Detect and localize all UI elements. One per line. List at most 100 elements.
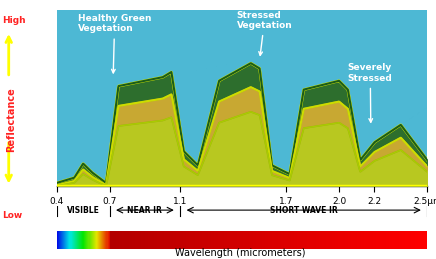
Text: Severely
Stressed: Severely Stressed <box>348 63 392 122</box>
Bar <box>145 231 148 249</box>
Bar <box>230 231 234 249</box>
Bar <box>61 231 62 249</box>
Bar <box>102 231 103 249</box>
Bar <box>364 231 367 249</box>
Bar <box>335 231 338 249</box>
Bar <box>123 231 126 249</box>
Bar <box>79 231 80 249</box>
Bar <box>103 231 104 249</box>
Bar <box>259 231 262 249</box>
Bar <box>100 231 101 249</box>
Bar <box>361 231 364 249</box>
Bar <box>291 231 294 249</box>
Bar <box>415 231 418 249</box>
Bar <box>284 231 287 249</box>
Bar <box>83 231 84 249</box>
Bar <box>85 231 86 249</box>
Bar <box>75 231 76 249</box>
Bar <box>243 231 246 249</box>
Bar <box>176 231 180 249</box>
Bar <box>57 231 58 249</box>
Bar <box>205 231 208 249</box>
Bar <box>358 231 361 249</box>
Bar <box>68 231 69 249</box>
Bar <box>92 231 93 249</box>
Bar <box>249 231 252 249</box>
Bar <box>386 231 389 249</box>
Bar <box>113 231 116 249</box>
Bar <box>287 231 291 249</box>
Bar <box>108 231 109 249</box>
Text: VISIBLE: VISIBLE <box>67 206 99 215</box>
Bar <box>183 231 186 249</box>
Bar <box>218 231 221 249</box>
Bar <box>307 231 310 249</box>
Bar <box>58 231 59 249</box>
Bar <box>240 231 243 249</box>
Bar <box>91 231 92 249</box>
Bar <box>141 231 145 249</box>
Bar <box>329 231 332 249</box>
Bar <box>237 231 240 249</box>
Bar <box>151 231 154 249</box>
Bar <box>97 231 98 249</box>
Bar <box>326 231 329 249</box>
Bar <box>160 231 164 249</box>
Bar <box>281 231 284 249</box>
Bar <box>313 231 316 249</box>
Bar <box>129 231 132 249</box>
Bar <box>300 231 303 249</box>
Bar <box>72 231 74 249</box>
Bar <box>376 231 380 249</box>
Bar <box>82 231 83 249</box>
Bar <box>224 231 227 249</box>
Bar <box>246 231 249 249</box>
Bar <box>294 231 297 249</box>
Bar <box>256 231 259 249</box>
Bar <box>265 231 269 249</box>
Text: Reflectance: Reflectance <box>6 87 16 152</box>
Bar <box>262 231 265 249</box>
Bar <box>81 231 82 249</box>
Bar <box>135 231 138 249</box>
Bar <box>367 231 370 249</box>
Bar <box>392 231 395 249</box>
Bar <box>215 231 218 249</box>
Bar <box>421 231 424 249</box>
Bar <box>77 231 78 249</box>
Bar <box>192 231 195 249</box>
Bar <box>310 231 313 249</box>
Bar <box>221 231 224 249</box>
Bar <box>84 231 85 249</box>
Bar <box>303 231 307 249</box>
Bar <box>60 231 61 249</box>
Bar <box>173 231 176 249</box>
Bar <box>87 231 89 249</box>
Text: NEAR IR: NEAR IR <box>127 206 162 215</box>
Bar <box>395 231 399 249</box>
Bar <box>348 231 351 249</box>
Bar <box>345 231 348 249</box>
Bar <box>402 231 405 249</box>
Bar <box>78 231 79 249</box>
Bar <box>93 231 94 249</box>
Bar <box>116 231 119 249</box>
Bar <box>74 231 75 249</box>
Bar <box>418 231 421 249</box>
Bar <box>202 231 205 249</box>
Bar <box>189 231 192 249</box>
Bar <box>99 231 100 249</box>
Bar <box>59 231 60 249</box>
Bar <box>370 231 373 249</box>
Bar <box>63 231 64 249</box>
Bar <box>148 231 151 249</box>
Bar <box>380 231 383 249</box>
Text: SHORT WAVE IR: SHORT WAVE IR <box>270 206 337 215</box>
Bar <box>95 231 96 249</box>
Bar <box>208 231 211 249</box>
Bar <box>297 231 300 249</box>
Bar <box>389 231 392 249</box>
Bar <box>332 231 335 249</box>
Bar <box>98 231 99 249</box>
Bar <box>399 231 402 249</box>
